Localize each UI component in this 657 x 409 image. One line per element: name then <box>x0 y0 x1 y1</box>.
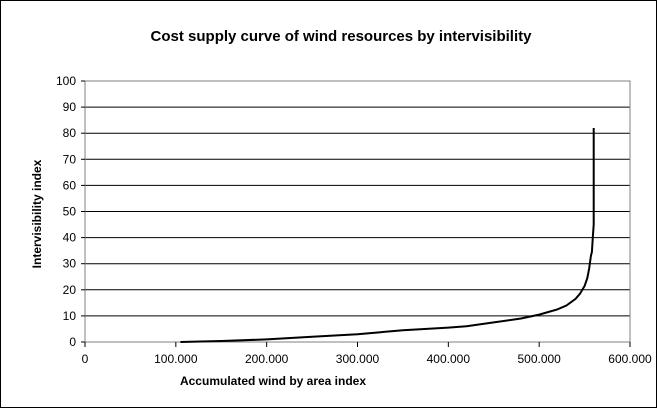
y-tick-label: 80 <box>63 126 77 140</box>
y-tick-label: 10 <box>63 309 77 323</box>
x-axis-ticks: 0 100.000 200.000 300.000 400.000 500.000 600.… <box>82 342 652 366</box>
x-tick-label: 200.000 <box>245 352 289 366</box>
x-tick-label: 100.000 <box>154 352 198 366</box>
series-line <box>180 128 595 343</box>
chart-title: Cost supply curve of wind resources by i… <box>151 28 533 45</box>
x-tick-label: 0 <box>82 352 89 366</box>
y-tick-label: 20 <box>63 283 77 297</box>
y-tick-label: 40 <box>63 231 77 245</box>
x-tick-label: 500.000 <box>517 352 561 366</box>
y-tick-label: 70 <box>63 152 77 166</box>
x-tick-label: 600.000 <box>608 352 652 366</box>
x-tick-label: 300.000 <box>336 352 380 366</box>
gridlines <box>85 80 630 343</box>
x-tick-label: 400.000 <box>427 352 471 366</box>
y-tick-label: 30 <box>63 257 77 271</box>
y-axis-label: Intervisibility index <box>30 159 44 268</box>
y-axis-ticks: 0 10 20 30 40 50 60 70 80 90 100 <box>56 74 85 349</box>
y-tick-label: 60 <box>63 178 77 192</box>
y-tick-label: 50 <box>63 205 77 219</box>
y-tick-label: 0 <box>69 335 76 349</box>
y-tick-label: 100 <box>56 74 76 88</box>
y-tick-label: 90 <box>63 100 77 114</box>
x-axis-label: Accumulated wind by area index <box>180 374 366 388</box>
